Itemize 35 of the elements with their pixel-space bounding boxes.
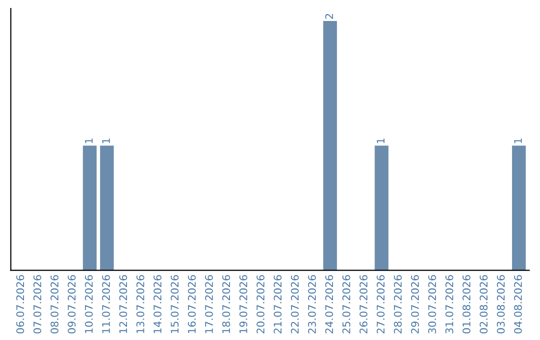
x-tick-label: 16.07.2026 xyxy=(188,275,196,333)
data-label: 1 xyxy=(102,138,110,144)
x-tick-label: 27.07.2026 xyxy=(376,275,385,334)
x-tick-label: 30.07.2026 xyxy=(428,275,436,334)
x-tick-label: 03.08.2026 xyxy=(496,275,505,334)
data-label: 2 xyxy=(325,14,333,19)
x-tick-label: 01.08.2026 xyxy=(462,275,470,334)
x-tick-label: 09.07.2026 xyxy=(68,275,76,334)
data-label: 1 xyxy=(514,138,522,144)
x-tick-label: 07.07.2026 xyxy=(33,275,42,334)
data-label: 1 xyxy=(376,138,384,144)
x-tick-label: 02.08.2026 xyxy=(480,275,488,334)
x-tick-label: 23.07.2026 xyxy=(308,275,316,334)
x-tick-label: 04.08.2026 xyxy=(514,275,522,334)
x-tick-label: 24.07.2026 xyxy=(325,275,334,334)
x-tick-label: 17.07.2026 xyxy=(205,275,213,333)
x-tick-label: 31.07.2026 xyxy=(445,275,454,334)
x-tick-label: 06.07.2026 xyxy=(16,275,24,334)
x-tick-label: 20.07.2026 xyxy=(256,275,264,334)
x-tick-label: 18.07.2026 xyxy=(222,275,230,333)
x-tick-label: 29.07.2026 xyxy=(411,275,419,334)
x-tick-label: 14.07.2026 xyxy=(154,275,162,333)
x-tick-label: 12.07.2026 xyxy=(119,275,128,333)
x-tick-label: 25.07.2026 xyxy=(342,275,350,334)
x-tick-label: 11.07.2026 xyxy=(102,275,110,333)
x-tick-label: 19.07.2026 xyxy=(239,275,248,333)
x-tick-label: 26.07.2026 xyxy=(360,275,368,334)
x-tick-label: 10.07.2026 xyxy=(84,275,93,333)
x-tick-label: 21.07.2026 xyxy=(274,275,282,334)
x-tick-label: 28.07.2026 xyxy=(394,275,402,334)
x-tick-label: 08.07.2026 xyxy=(50,275,58,334)
x-tick-label: 15.07.2026 xyxy=(170,275,179,333)
x-tick-label: 13.07.2026 xyxy=(136,275,144,333)
x-tick-label: 22.07.2026 xyxy=(290,275,299,334)
data-label: 1 xyxy=(85,138,93,144)
